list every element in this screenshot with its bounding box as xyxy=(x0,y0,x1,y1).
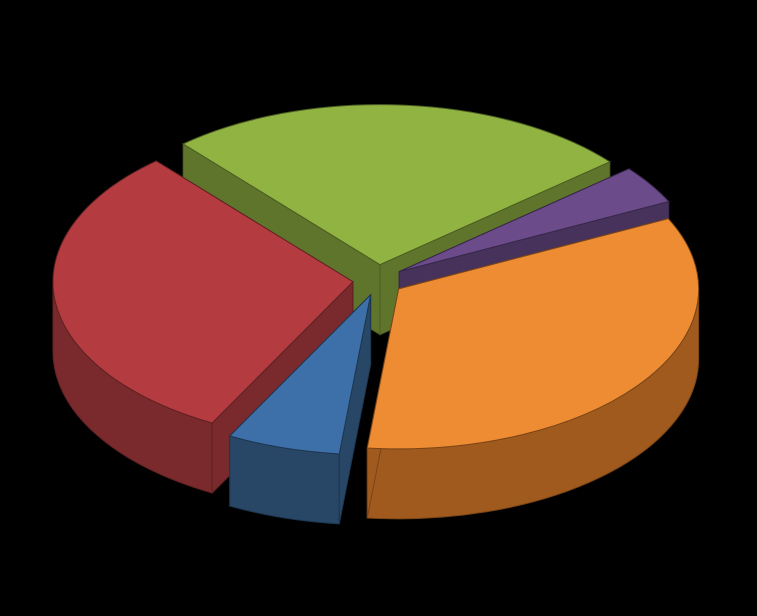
pie-chart-3d xyxy=(0,0,757,616)
